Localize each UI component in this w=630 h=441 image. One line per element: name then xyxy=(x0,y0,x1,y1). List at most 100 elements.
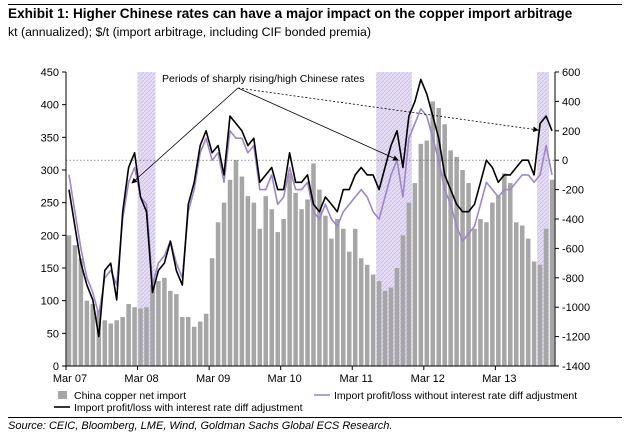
bar-66 xyxy=(460,170,465,366)
bar-16 xyxy=(162,277,167,366)
bar-2 xyxy=(78,258,84,366)
bar-14 xyxy=(150,284,155,366)
bar-5 xyxy=(96,310,102,366)
x-tick-label: Mar 10 xyxy=(268,373,302,385)
bar-53 xyxy=(382,290,388,366)
bar-63 xyxy=(442,124,447,367)
bar-43 xyxy=(323,215,328,366)
right-tick-label: -1200 xyxy=(562,332,590,344)
bar-81 xyxy=(549,179,555,366)
x-tick-label: Mar 11 xyxy=(340,373,373,385)
bar-0 xyxy=(66,235,72,366)
bar-13 xyxy=(144,307,149,366)
bar-68 xyxy=(472,228,477,366)
top-rule xyxy=(8,4,622,5)
left-tick-label: 400 xyxy=(41,100,59,112)
bar-79 xyxy=(537,264,543,366)
left-tick-label: 350 xyxy=(41,132,59,144)
bar-40 xyxy=(305,199,310,366)
left-tick-label: 250 xyxy=(41,198,59,210)
bar-51 xyxy=(370,274,376,366)
bar-26 xyxy=(221,202,227,366)
shaded-period-3 xyxy=(537,72,550,366)
line-with-adjustment xyxy=(68,78,553,338)
bar-9 xyxy=(120,317,125,366)
bar-21 xyxy=(191,326,197,366)
right-tick-label: -1400 xyxy=(562,361,590,373)
left-tick-label: 150 xyxy=(41,263,59,275)
bar-39 xyxy=(299,209,304,366)
left-tick-label: 200 xyxy=(41,230,59,242)
left-tick-label: 50 xyxy=(47,328,59,340)
bar-15 xyxy=(156,281,161,366)
bar-36 xyxy=(281,219,286,366)
bar-61 xyxy=(430,101,436,367)
bar-49 xyxy=(358,258,364,366)
left-tick-label: 450 xyxy=(41,67,59,79)
bar-37 xyxy=(287,173,292,366)
x-tick-label: Mar 13 xyxy=(482,373,516,385)
legend-label: China copper net import xyxy=(74,390,186,402)
right-tick-label: -800 xyxy=(562,273,584,285)
bar-45 xyxy=(335,219,340,366)
bar-46 xyxy=(341,228,346,366)
right-tick-label: -1000 xyxy=(562,302,590,314)
bar-18 xyxy=(174,294,179,366)
bar-25 xyxy=(215,222,221,366)
legend-label: Import profit/loss without interest rate… xyxy=(334,390,577,402)
bar-47 xyxy=(346,251,352,366)
left-tick-label: 100 xyxy=(41,296,59,308)
legend-label: Import profit/loss with interest rate di… xyxy=(74,402,303,414)
legend: China copper net import Import profit/los… xyxy=(54,390,577,414)
bar-28 xyxy=(233,160,239,366)
bar-67 xyxy=(466,183,471,366)
x-tick-label: Mar 09 xyxy=(196,373,230,385)
bar-31 xyxy=(251,202,257,366)
bar-20 xyxy=(185,317,191,366)
page-title: Exhibit 1: Higher Chinese rates can have… xyxy=(8,6,573,21)
right-tick-label: 0 xyxy=(562,155,568,167)
bar-17 xyxy=(168,290,173,366)
bar-59 xyxy=(418,143,424,366)
x-tick-label: Mar 08 xyxy=(124,373,158,385)
bar-80 xyxy=(543,228,549,366)
bar-44 xyxy=(329,238,334,366)
bar-32 xyxy=(257,228,263,366)
bar-69 xyxy=(478,219,483,366)
bar-33 xyxy=(263,196,269,366)
bottom-rule xyxy=(8,417,622,418)
bar-52 xyxy=(376,281,382,366)
left-tick-label: 300 xyxy=(41,165,59,177)
bar-78 xyxy=(531,261,537,366)
bar-57 xyxy=(406,202,412,366)
bar-42 xyxy=(317,189,322,366)
bar-64 xyxy=(448,150,453,366)
bar-50 xyxy=(364,264,370,366)
bar-58 xyxy=(412,183,418,366)
bar-27 xyxy=(227,179,233,366)
bar-56 xyxy=(400,235,406,366)
bar-65 xyxy=(454,156,459,366)
annotation: Periods of sharply rising/high Chinese r… xyxy=(131,73,539,184)
bar-29 xyxy=(239,176,245,366)
bar-11 xyxy=(132,307,137,366)
bar-72 xyxy=(496,196,501,366)
bar-30 xyxy=(245,196,251,366)
right-tick-label: 600 xyxy=(562,67,580,79)
bar-54 xyxy=(388,287,394,366)
bar-55 xyxy=(394,268,400,366)
shaded-period-2 xyxy=(376,72,412,366)
annotation-arrow-1 xyxy=(131,87,239,184)
source-note: Source: CEIC, Bloomberg, LME, Wind, Gold… xyxy=(8,420,393,432)
bar-35 xyxy=(275,232,280,366)
page-subtitle: kt (annualized); $/t (import arbitrage, … xyxy=(8,25,371,39)
bar-3 xyxy=(84,300,90,366)
bar-62 xyxy=(436,107,441,366)
bar-12 xyxy=(138,308,143,366)
bar-7 xyxy=(108,323,113,366)
bar-48 xyxy=(352,228,358,366)
annotation-arrow-3 xyxy=(237,87,539,133)
right-tick-label: -200 xyxy=(562,185,584,197)
bar-70 xyxy=(484,222,489,366)
